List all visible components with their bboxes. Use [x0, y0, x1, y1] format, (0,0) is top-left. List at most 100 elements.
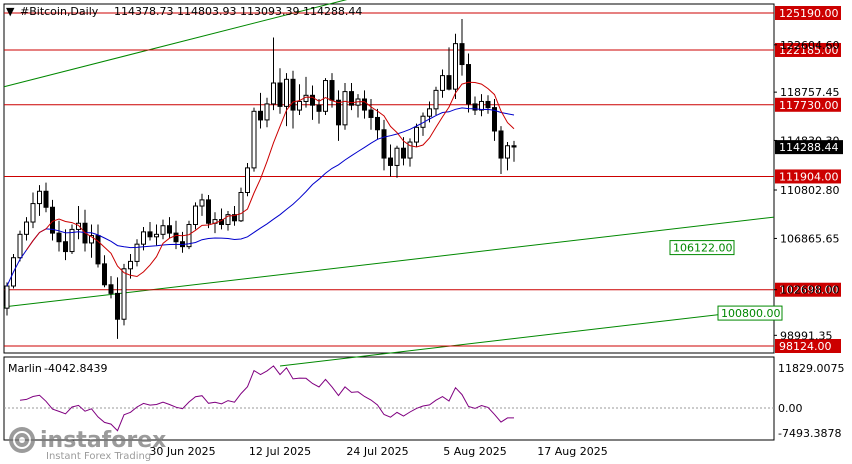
channel-label-box: [669, 240, 735, 256]
candle-body: [128, 260, 133, 270]
level-label: 111904.00: [779, 170, 839, 183]
indicator-value: -4042.8439: [44, 362, 107, 375]
y-tick-label: 122604.60: [780, 39, 840, 52]
candle-body: [43, 190, 49, 208]
candle-body: [329, 80, 335, 101]
indicator-scale-bottom: -7493.3878: [778, 427, 841, 440]
x-tick-label: 5 Aug 2025: [443, 445, 506, 458]
y-tick-label: 106865.65: [780, 232, 840, 245]
candle-body: [141, 231, 146, 245]
channel-lines: [3, 0, 775, 367]
candle-body: [63, 241, 68, 253]
candle-body: [485, 100, 491, 109]
candle-body: [323, 80, 328, 112]
candle-body: [206, 199, 211, 224]
watermark-tagline: Instant Forex Trading: [46, 451, 151, 462]
candle-body: [433, 89, 439, 110]
candle-body: [115, 292, 120, 320]
candle-body: [342, 91, 348, 126]
candle-body: [472, 103, 478, 111]
level-label-box: [775, 6, 841, 20]
level-label: 102698.00: [779, 284, 839, 297]
candle-body: [134, 243, 140, 262]
candle-body: [4, 285, 10, 309]
candle-body: [258, 110, 263, 121]
candle-body: [459, 43, 465, 66]
candle-body: [24, 221, 29, 235]
marlin-oscillator: [4, 365, 774, 432]
horizontal-levels: 125190.00 122185.00 117730.00 111904.00 1026…: [4, 6, 841, 353]
candle-body: [511, 145, 517, 148]
candle-body: [147, 231, 153, 238]
candle-body: [492, 107, 497, 132]
candle-body: [264, 103, 270, 121]
collapse-triangle-icon[interactable]: ▼: [6, 5, 15, 18]
candle-body: [394, 147, 400, 166]
current-price-box: [775, 140, 843, 155]
candle-body: [440, 75, 445, 91]
level-label: 98124.00: [779, 340, 832, 353]
candle-body: [37, 190, 42, 205]
candle-body: [219, 219, 224, 225]
candle-body: [30, 203, 36, 223]
channel-line: [3, 216, 775, 308]
oscillator-line: [19, 365, 514, 432]
candle-body: [336, 99, 341, 126]
time-axis: 30 Jun 2025 12 Jul 2025 24 Jul 2025 5 Aug 2…: [149, 445, 607, 458]
x-tick-label: 24 Jul 2025: [346, 445, 408, 458]
indicator-name: Marlin: [8, 362, 42, 375]
channel-label-box: [717, 305, 783, 321]
candle-body: [381, 129, 387, 159]
candle-body: [167, 225, 172, 234]
chart-ohlc: 114378.73 114803.93 113093.39 114288.44: [114, 5, 362, 18]
indicator-pane-border: [3, 356, 775, 441]
candle-body: [199, 199, 205, 207]
moving-averages: [6, 81, 515, 287]
channel-label: 100800.00: [721, 307, 781, 320]
current-price-label: 114288.44: [779, 141, 839, 154]
chart-symbol: #Bitcoin,Daily: [20, 5, 99, 18]
candle-body: [414, 126, 419, 143]
candle-body: [17, 233, 23, 259]
level-label-box: [775, 282, 841, 297]
candle-body: [271, 82, 276, 105]
x-tick-label: 17 Aug 2025: [537, 445, 607, 458]
candle-body: [498, 130, 504, 159]
x-tick-label: 12 Jul 2025: [249, 445, 311, 458]
candle-body: [193, 205, 198, 225]
candle-body: [102, 263, 107, 286]
candle-body: [251, 110, 257, 169]
y-tick-label: 98991.35: [780, 329, 833, 342]
level-label-box: [775, 339, 841, 353]
candle-body: [232, 214, 237, 222]
candle-body: [479, 100, 484, 111]
candle-body: [349, 91, 354, 106]
y-tick-label: 102698.00: [780, 284, 840, 297]
x-tick-label: 30 Jun 2025: [149, 445, 215, 458]
y-tick-label: 110802.80: [780, 184, 840, 197]
candle-body: [375, 116, 380, 131]
level-label: 122185.00: [779, 44, 839, 57]
y-tick-label: 118757.45: [780, 86, 840, 99]
watermark-brand: instaforex: [40, 428, 166, 453]
candle-body: [368, 109, 374, 118]
candle-body: [407, 141, 413, 159]
candle-body: [108, 284, 114, 294]
price-axis: 122604.60118757.45114830.30110802.801068…: [774, 39, 843, 342]
channel-line: [3, 0, 348, 88]
candle-body: [316, 104, 322, 112]
candle-body: [401, 147, 406, 159]
level-label-box: [775, 42, 841, 57]
candle-body: [121, 268, 127, 320]
fast-moving-average-line: [26, 81, 515, 278]
candle-body: [186, 223, 192, 248]
candles: [4, 19, 517, 339]
candle-body: [89, 235, 94, 244]
candle-body: [245, 167, 250, 194]
candle-body: [225, 214, 231, 225]
candle-body: [56, 232, 62, 243]
candle-body: [160, 225, 166, 235]
candle-body: [69, 228, 75, 253]
